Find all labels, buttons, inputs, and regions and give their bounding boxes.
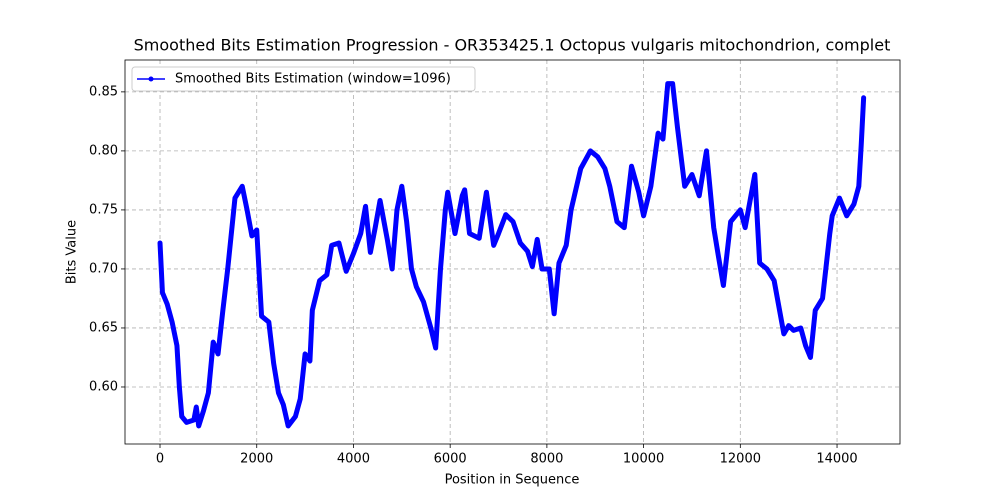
y-tick-label: 0.80 xyxy=(89,143,118,158)
x-tick-label: 12000 xyxy=(720,452,761,467)
x-axis-label: Position in Sequence xyxy=(445,473,580,488)
y-tick-label: 0.65 xyxy=(89,320,118,335)
y-axis-label: Bits Value xyxy=(65,220,80,284)
x-tick-label: 0 xyxy=(156,452,164,467)
x-tick-label: 8000 xyxy=(530,452,563,467)
y-tick-label: 0.75 xyxy=(89,202,118,217)
y-tick-label: 0.60 xyxy=(89,379,118,394)
y-tick-label: 0.85 xyxy=(89,84,118,99)
legend: Smoothed Bits Estimation (window=1096) xyxy=(131,66,476,92)
chart-title: Smoothed Bits Estimation Progression - O… xyxy=(134,36,891,55)
x-tick-label: 2000 xyxy=(240,452,273,467)
x-tick-label: 14000 xyxy=(816,452,857,467)
plot-frame xyxy=(124,59,901,445)
y-tick-label: 0.70 xyxy=(89,261,118,276)
x-tick-label: 6000 xyxy=(434,452,467,467)
x-tick-label: 10000 xyxy=(623,452,664,467)
x-tick-label: 4000 xyxy=(337,452,370,467)
legend-box xyxy=(131,66,476,92)
legend-marker xyxy=(148,76,154,82)
legend-label: Smoothed Bits Estimation (window=1096) xyxy=(175,72,451,87)
data-line xyxy=(157,81,867,429)
